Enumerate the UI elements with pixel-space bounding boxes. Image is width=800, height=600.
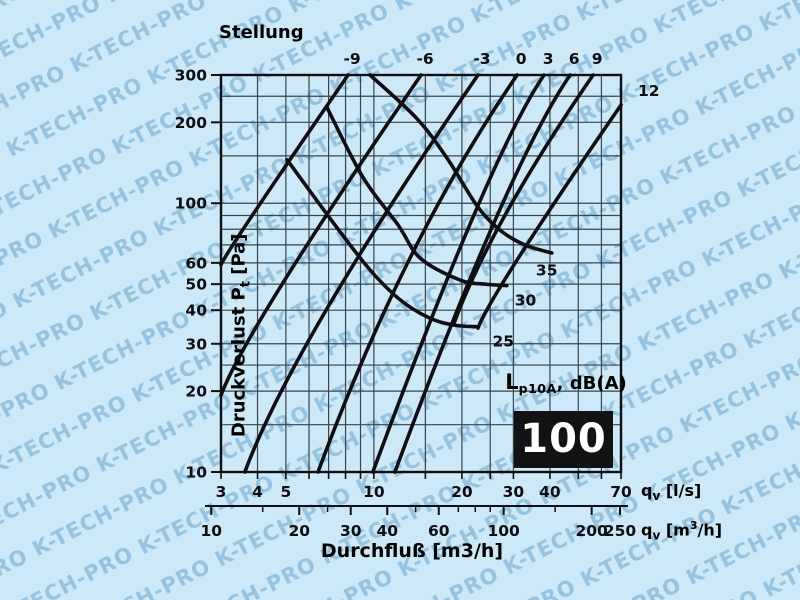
- x-tick-label-ls: 20: [451, 483, 473, 501]
- stellung-label-0: 0: [516, 50, 527, 68]
- y-tick-label: 200: [175, 114, 208, 132]
- y-tick-label: 50: [185, 276, 207, 294]
- db-curve-label-30: 30: [515, 291, 537, 309]
- stellung-line-0: [316, 73, 519, 474]
- y-axis-title-sub: t: [238, 281, 254, 288]
- x-tick-label-ls: 70: [610, 483, 632, 501]
- unit-m3h-sup: 3: [689, 519, 698, 532]
- db-curve-label-25: 25: [492, 333, 514, 351]
- legend-rest: , dB(A): [556, 373, 627, 394]
- stellung-label-9: 9: [592, 50, 603, 68]
- y-tick-label: 20: [185, 383, 207, 401]
- x-tick-label-ls: 10: [363, 483, 385, 501]
- db-curve-35: [368, 73, 554, 255]
- x-tick-label-m3h: 250: [604, 522, 637, 540]
- stellung-label--6: -6: [416, 50, 433, 68]
- x-tick-label-m3h: 60: [428, 522, 450, 540]
- unit-m3h-sub: v: [652, 528, 661, 543]
- unit-label-m3h: qv [m3/h]: [641, 519, 722, 543]
- legend-L: L: [505, 370, 519, 394]
- stellung-line-6: [393, 73, 572, 474]
- y-axis-title-main: Druckverlust P: [228, 287, 250, 438]
- unit-m3h-post: /h]: [697, 520, 723, 540]
- stellung-label-3: 3: [543, 50, 554, 68]
- unit-m3h-pre: [m: [660, 520, 690, 540]
- x-tick-label-ls: 3: [216, 483, 227, 501]
- stellung-line-3: [371, 73, 546, 474]
- unit-ls-q: q: [641, 481, 653, 500]
- y-axis-title-unit: [Pa]: [228, 233, 250, 282]
- size-badge-value: 100: [520, 416, 607, 462]
- chart-title: Stellung: [219, 22, 304, 43]
- x-tick-label-ls: 30: [503, 483, 525, 501]
- unit-m3h-q: q: [641, 520, 653, 540]
- y-tick-label: 30: [185, 335, 207, 353]
- x-axis-title: Durchfluß [m3/h]: [320, 540, 504, 562]
- x-tick-label-m3h: 20: [288, 522, 310, 540]
- y-tick-label: 40: [185, 302, 207, 320]
- y-tick-label: 300: [175, 67, 208, 85]
- stellung-line--6: [219, 73, 423, 398]
- db-curve-label-35: 35: [536, 262, 558, 280]
- y-axis-title: Druckverlust Pt [Pa]: [229, 170, 254, 500]
- unit-ls-rest: [l/s]: [660, 481, 702, 500]
- stellung-line--3: [243, 73, 480, 474]
- x-tick-label-m3h: 200: [575, 522, 608, 540]
- stellung-label--9: -9: [343, 50, 360, 68]
- unit-ls-sub: v: [652, 489, 661, 504]
- db-curve-25: [285, 158, 479, 329]
- y-tick-label: 10: [185, 464, 207, 482]
- noise-legend-label: Lp10A, dB(A): [500, 370, 632, 396]
- stellung-line-9: [452, 73, 595, 325]
- unit-label-ls: qv [l/s]: [641, 481, 701, 503]
- legend-sub: p10A: [518, 381, 557, 396]
- y-tick-label: 60: [185, 254, 207, 272]
- stellung-line--9: [219, 73, 350, 267]
- stellung-label--3: -3: [473, 50, 490, 68]
- y-tick-label: 100: [175, 195, 208, 213]
- stellung-label-12: 12: [638, 82, 660, 100]
- x-tick-label-ls: 40: [539, 483, 561, 501]
- x-tick-label-ls: 4: [252, 483, 263, 501]
- stellung-line-12: [476, 103, 623, 330]
- x-tick-label-m3h: 30: [340, 522, 362, 540]
- size-badge: 100: [514, 411, 613, 468]
- x-tick-label-m3h: 10: [200, 522, 222, 540]
- stellung-label-6: 6: [569, 50, 580, 68]
- x-tick-label-m3h: 100: [487, 522, 520, 540]
- db-curve-30: [324, 105, 509, 288]
- x-tick-label-ls: 5: [280, 483, 291, 501]
- x-tick-label-m3h: 40: [376, 522, 398, 540]
